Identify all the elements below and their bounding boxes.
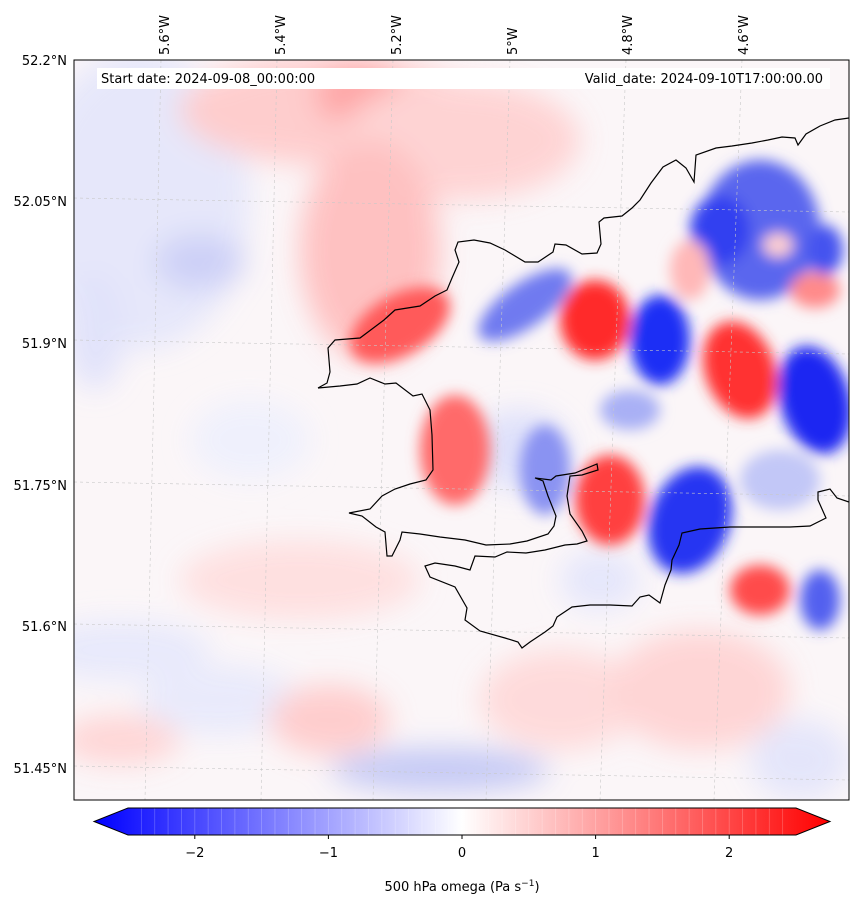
lon-label: 4.8°W xyxy=(621,15,636,55)
latitude-labels: 52.2°N 52.05°N 51.9°N 51.75°N 51.6°N 51.… xyxy=(14,54,67,777)
lon-label: 4.6°W xyxy=(737,15,752,55)
lat-label: 51.75°N xyxy=(14,479,67,494)
omega-field xyxy=(74,60,849,800)
colorbar-outline xyxy=(92,807,832,836)
colorbar-gradient xyxy=(94,808,830,835)
longitude-labels: 5.6°W 5.4°W 5.2°W 5°W 4.8°W 4.6°W xyxy=(158,15,752,55)
lon-label: 5°W xyxy=(506,27,521,55)
colorbar-bands xyxy=(140,808,784,835)
lat-label: 51.6°N xyxy=(22,620,67,635)
colorbar-tick-label: −1 xyxy=(319,846,338,861)
lat-label: 51.45°N xyxy=(14,762,67,777)
lat-label: 52.05°N xyxy=(14,195,67,210)
lon-label: 5.4°W xyxy=(274,15,289,55)
lon-label: 5.2°W xyxy=(390,15,405,55)
colorbar-tick-label: 2 xyxy=(725,846,733,861)
lat-label: 51.9°N xyxy=(22,337,67,352)
colorbar-ticks: −2 −1 0 1 2 xyxy=(185,835,733,861)
lat-label: 52.2°N xyxy=(22,54,67,69)
colorbar: −2 −1 0 1 2 500 hPa omega (Pa s−1) xyxy=(92,807,832,895)
header-banner xyxy=(97,68,830,89)
colorbar-tick-label: −2 xyxy=(185,846,204,861)
map-frame xyxy=(73,59,850,801)
lon-label: 5.6°W xyxy=(158,15,173,55)
colorbar-tick-label: 0 xyxy=(458,846,466,861)
valid-date-label: Valid_date: 2024-09-10T17:00:00.00 xyxy=(585,72,823,87)
start-date-label: Start date: 2024-09-08_00:00:00 xyxy=(101,72,315,87)
coastline xyxy=(317,117,849,649)
colorbar-tick-label: 1 xyxy=(591,846,599,861)
colorbar-label: 500 hPa omega (Pa s−1) xyxy=(384,879,539,895)
